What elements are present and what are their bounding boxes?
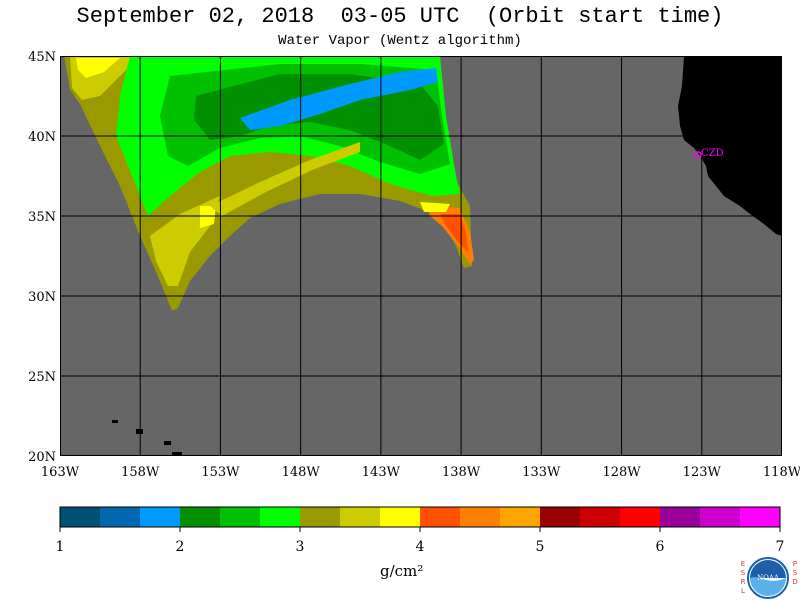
lon-tick-label: 143W <box>362 465 401 480</box>
lon-tick-label: 153W <box>201 465 240 480</box>
map-subtitle: Water Vapor (Wentz algorithm) <box>278 33 522 49</box>
colorbar-swatch <box>140 507 181 527</box>
colorbar-swatch <box>220 507 261 527</box>
colorbar-swatch <box>340 507 381 527</box>
colorbar-tick-label: 3 <box>296 539 305 555</box>
map-title: September 02, 2018 03-05 UTC (Orbit star… <box>76 4 724 29</box>
colorbar-swatch <box>300 507 341 527</box>
colorbar-swatch <box>700 507 741 527</box>
hawaiian-islands <box>112 420 182 456</box>
colorbar-tick-label: 5 <box>536 539 545 555</box>
lat-tick-label: 30N <box>28 290 56 305</box>
swath-tip-yellow <box>420 202 450 212</box>
colorbar: 1 2 3 4 5 6 7 <box>56 506 785 555</box>
colorbar-units: g/cm² <box>380 562 424 580</box>
colorbar-swatch <box>620 507 661 527</box>
swath-orange <box>426 206 474 264</box>
lat-tick-label: 20N <box>28 450 56 465</box>
colorbar-swatch <box>260 507 301 527</box>
lon-tick-label: 163W <box>41 465 80 480</box>
lon-tick-label: 128W <box>602 465 641 480</box>
colorbar-swatch <box>500 507 541 527</box>
colorbar-swatch <box>60 507 101 527</box>
lat-tick-label: 35N <box>28 210 56 225</box>
colorbar-swatch <box>180 507 221 527</box>
colorbar-swatch <box>660 507 701 527</box>
colorbar-tick-label: 6 <box>656 539 665 555</box>
swath-yellow-4 <box>200 206 216 228</box>
colorbar-tick-label: 7 <box>776 539 785 555</box>
swath-band <box>210 142 360 216</box>
colorbar-swatch <box>100 507 141 527</box>
lon-tick-label: 148W <box>282 465 321 480</box>
map-canvas: CZD <box>60 56 782 456</box>
lon-tick-label: 133W <box>522 465 561 480</box>
colorbar-swatch <box>740 507 781 527</box>
colorbar-swatch <box>380 507 421 527</box>
lon-tick-label: 118W <box>763 465 800 480</box>
noaa-badge-text: NOAA <box>757 574 780 582</box>
lat-tick-label: 45N <box>28 50 56 65</box>
colorbar-swatch <box>580 507 621 527</box>
map-frame <box>60 56 782 456</box>
lat-tick-label: 40N <box>28 130 56 145</box>
lon-tick-label: 138W <box>442 465 481 480</box>
colorbar-swatch <box>460 507 501 527</box>
noaa-logo: NOAA <box>747 557 789 599</box>
station-marker <box>694 151 702 159</box>
water-vapor-map: CZD <box>60 56 782 456</box>
north-america-land <box>678 56 782 236</box>
swath-blue <box>240 68 438 130</box>
colorbar-swatch <box>420 507 461 527</box>
colorbar-swatch <box>540 507 581 527</box>
colorbar-tick-label: 1 <box>56 539 65 555</box>
colorbar-tick-label: 2 <box>176 539 185 555</box>
colorbar-tick-label: 4 <box>416 539 425 555</box>
swath-yellow-2 <box>76 58 120 78</box>
station-label: CZD <box>701 148 724 159</box>
lon-tick-label: 123W <box>683 465 722 480</box>
lat-tick-label: 25N <box>28 370 56 385</box>
lat-lon-grid <box>60 56 782 456</box>
lon-tick-label: 158W <box>121 465 160 480</box>
